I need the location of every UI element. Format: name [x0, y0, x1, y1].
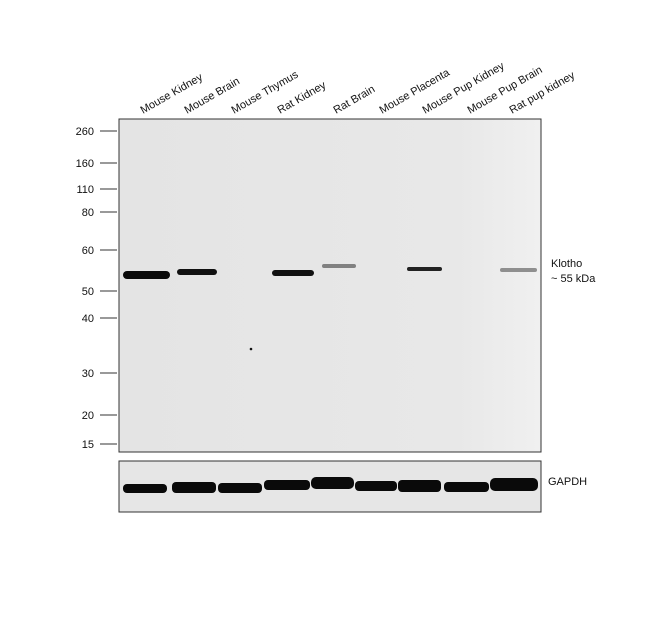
marker-label: 80 — [82, 207, 94, 219]
main-blot — [118, 118, 542, 453]
marker-label: 15 — [82, 439, 94, 451]
target-size: ~ 55 kDa — [551, 273, 596, 285]
lane-label: Mouse Pup Brain — [466, 64, 545, 117]
loading-control-label: GAPDH — [548, 476, 587, 488]
marker-label: 60 — [82, 245, 94, 257]
lane-label: Mouse Pup Kidney — [421, 60, 507, 117]
marker-label: 160 — [76, 158, 94, 170]
marker-label: 260 — [76, 126, 94, 138]
marker-label: 20 — [82, 410, 94, 422]
marker-label: 110 — [76, 184, 94, 196]
klotho-bands — [123, 264, 537, 351]
marker-label: 50 — [82, 286, 94, 298]
target-name: Klotho — [551, 258, 582, 270]
marker-ladder: 260 160 110 80 60 50 40 30 20 15 — [76, 126, 117, 451]
marker-label: 40 — [82, 313, 94, 325]
marker-label: 30 — [82, 368, 94, 380]
lane-label: Rat Brain — [332, 83, 378, 116]
gapdh-bands — [123, 477, 538, 493]
lane-label: Mouse Placenta — [378, 66, 453, 116]
